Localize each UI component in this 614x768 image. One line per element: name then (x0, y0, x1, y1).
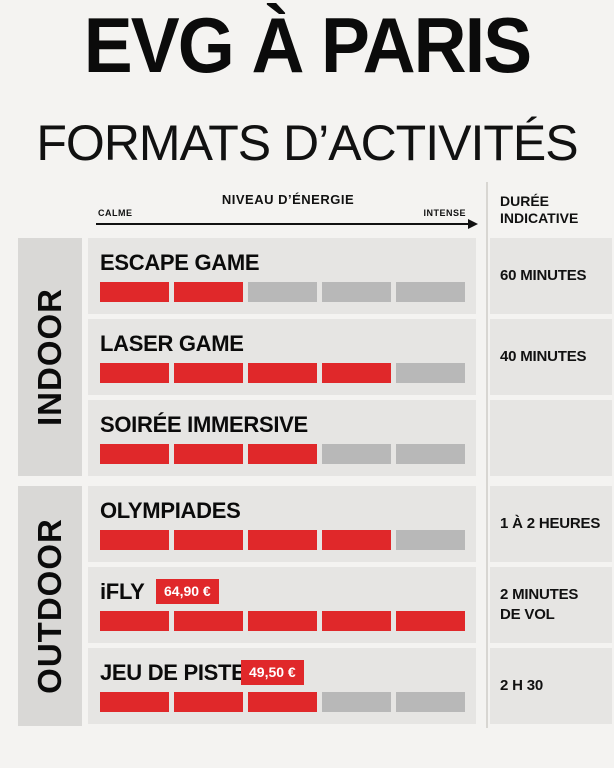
energy-segment-empty (248, 282, 317, 302)
energy-segment-filled (322, 530, 391, 550)
energy-meter (100, 611, 466, 631)
energy-segment-empty (322, 692, 391, 712)
energy-meter (100, 692, 466, 712)
energy-segment-filled (100, 363, 169, 383)
energy-segment-filled (248, 530, 317, 550)
energy-segment-filled (248, 363, 317, 383)
energy-segment-filled (248, 611, 317, 631)
group-label-text: INDOOR (31, 288, 68, 426)
page-title: EVG À PARIS (83, 1, 532, 89)
energy-low-label: CALME (98, 208, 133, 218)
group-label-text: OUTDOOR (31, 518, 68, 694)
energy-segment-filled (248, 444, 317, 464)
duration-value: 2 H 30 (500, 677, 543, 694)
energy-axis-header: NIVEAU D’ÉNERGIE CALME INTENSE (96, 190, 480, 238)
energy-meter (100, 363, 466, 383)
duration-value: 2 MINUTES DE VOL (500, 586, 579, 623)
energy-segment-filled (174, 611, 243, 631)
energy-segment-empty (396, 530, 465, 550)
activity-row: ESCAPE GAME (88, 238, 476, 314)
activity-row: LASER GAME (88, 319, 476, 395)
energy-segment-filled (396, 611, 465, 631)
duration-cell: 2 H 30 (490, 648, 612, 724)
activity-name: LASER GAME (100, 331, 244, 356)
activity-row: SOIRÉE IMMERSIVE (88, 400, 476, 476)
duration-cell: 1 À 2 HEURES (490, 486, 612, 562)
group-label-outdoor: OUTDOOR (18, 486, 82, 726)
energy-segment-empty (396, 692, 465, 712)
energy-arrow-line (96, 223, 470, 225)
energy-segment-empty (322, 282, 391, 302)
group-label-indoor: INDOOR (18, 238, 82, 476)
price-badge: 64,90 € (156, 579, 219, 604)
energy-segment-filled (100, 282, 169, 302)
activity-row: iFLY 64,90 € (88, 567, 476, 643)
column-divider (486, 182, 488, 728)
energy-axis-title: NIVEAU D’ÉNERGIE (221, 192, 355, 207)
duration-cell (490, 400, 612, 476)
activity-name: ESCAPE GAME (100, 250, 260, 275)
energy-segment-filled (174, 692, 243, 712)
energy-segment-empty (396, 363, 465, 383)
duration-cell: 2 MINUTES DE VOL (490, 567, 612, 643)
energy-segment-filled (174, 282, 243, 302)
energy-meter (100, 444, 466, 464)
energy-segment-filled (100, 611, 169, 631)
duration-value: 60 MINUTES (500, 267, 587, 284)
duration-cell: 60 MINUTES (490, 238, 612, 314)
energy-segment-filled (174, 444, 243, 464)
energy-segment-filled (322, 363, 391, 383)
duration-value: 40 MINUTES (500, 348, 587, 365)
energy-segment-filled (100, 692, 169, 712)
energy-segment-empty (396, 444, 465, 464)
activity-row: OLYMPIADES (88, 486, 476, 562)
energy-high-label: INTENSE (423, 208, 466, 218)
energy-segment-filled (174, 530, 243, 550)
duration-cell: 40 MINUTES (490, 319, 612, 395)
activity-name: JEU DE PISTE (100, 660, 246, 685)
energy-segment-filled (248, 692, 317, 712)
energy-meter (100, 282, 466, 302)
energy-segment-empty (322, 444, 391, 464)
energy-segment-empty (396, 282, 465, 302)
duration-column-header: DURÉE INDICATIVE (500, 193, 579, 226)
duration-value: 1 À 2 HEURES (500, 515, 601, 532)
activity-row: JEU DE PISTE 49,50 € (88, 648, 476, 724)
price-badge: 49,50 € (241, 660, 304, 685)
energy-segment-filled (174, 363, 243, 383)
arrow-right-icon (468, 219, 478, 229)
energy-segment-filled (100, 530, 169, 550)
activity-name: OLYMPIADES (100, 498, 241, 523)
energy-segment-filled (322, 611, 391, 631)
energy-meter (100, 530, 466, 550)
activity-name: iFLY (100, 579, 145, 604)
activity-name: SOIRÉE IMMERSIVE (100, 412, 308, 437)
energy-segment-filled (100, 444, 169, 464)
page-subtitle: FORMATS D’ACTIVITÉS (36, 115, 578, 171)
